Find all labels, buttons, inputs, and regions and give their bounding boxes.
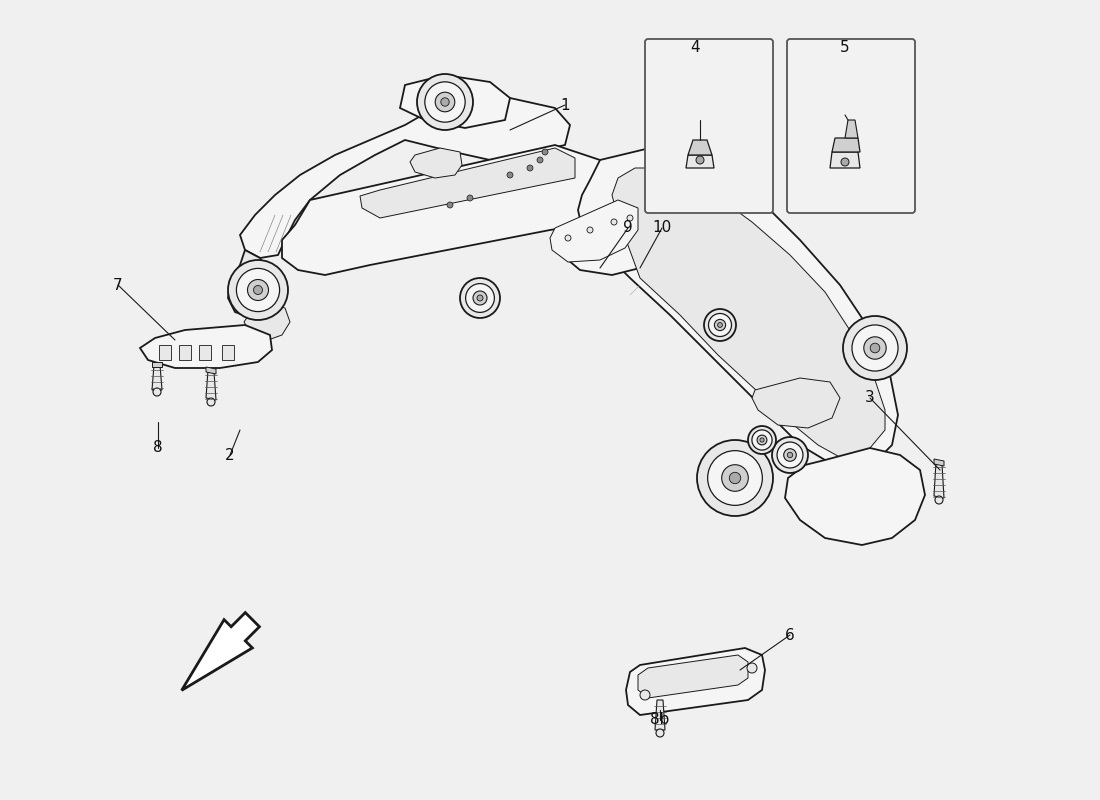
Circle shape [707, 450, 762, 506]
Polygon shape [654, 700, 666, 730]
Text: 7: 7 [113, 278, 123, 293]
Circle shape [852, 325, 898, 371]
Polygon shape [845, 120, 858, 138]
Polygon shape [152, 365, 162, 390]
Circle shape [228, 260, 288, 320]
FancyBboxPatch shape [645, 39, 773, 213]
Circle shape [441, 98, 449, 106]
Text: 5: 5 [840, 41, 850, 55]
Polygon shape [152, 362, 162, 367]
Circle shape [704, 309, 736, 341]
Circle shape [747, 663, 757, 673]
Circle shape [748, 426, 775, 454]
Circle shape [870, 343, 880, 353]
Circle shape [610, 219, 617, 225]
Circle shape [656, 729, 664, 737]
Polygon shape [244, 305, 290, 340]
Circle shape [714, 319, 726, 330]
Polygon shape [400, 75, 510, 128]
Polygon shape [228, 250, 275, 318]
Circle shape [542, 149, 548, 155]
Circle shape [507, 172, 513, 178]
Circle shape [527, 165, 534, 171]
Polygon shape [934, 462, 944, 498]
Polygon shape [182, 613, 260, 690]
Polygon shape [934, 459, 944, 466]
Polygon shape [832, 138, 860, 152]
Circle shape [708, 314, 732, 337]
Text: 9: 9 [623, 221, 632, 235]
Circle shape [722, 465, 748, 491]
Circle shape [842, 158, 849, 166]
Circle shape [436, 92, 454, 112]
Text: 1: 1 [560, 98, 570, 113]
Polygon shape [626, 648, 764, 715]
Polygon shape [206, 367, 216, 374]
Circle shape [760, 438, 764, 442]
Circle shape [417, 74, 473, 130]
Text: 8: 8 [153, 441, 163, 455]
Circle shape [729, 472, 740, 484]
Circle shape [627, 215, 632, 221]
Text: 4: 4 [690, 41, 700, 55]
Circle shape [935, 496, 943, 504]
Polygon shape [360, 148, 575, 218]
Circle shape [248, 279, 268, 301]
Circle shape [473, 291, 487, 305]
Circle shape [477, 295, 483, 301]
Polygon shape [830, 152, 860, 168]
Circle shape [460, 278, 500, 318]
Polygon shape [206, 370, 216, 400]
Polygon shape [578, 148, 898, 468]
Polygon shape [282, 145, 620, 275]
Text: 2: 2 [226, 447, 234, 462]
Circle shape [153, 388, 161, 396]
Polygon shape [558, 200, 666, 275]
Polygon shape [785, 448, 925, 545]
Circle shape [777, 442, 803, 468]
FancyBboxPatch shape [786, 39, 915, 213]
Circle shape [864, 337, 887, 359]
Circle shape [752, 430, 772, 450]
Polygon shape [140, 325, 272, 368]
Polygon shape [160, 345, 170, 360]
Polygon shape [612, 168, 886, 460]
Circle shape [717, 322, 723, 327]
Polygon shape [199, 345, 211, 360]
Polygon shape [688, 140, 712, 155]
Text: 8b: 8b [650, 713, 670, 727]
Circle shape [696, 156, 704, 164]
Circle shape [640, 690, 650, 700]
Circle shape [425, 82, 465, 122]
Circle shape [465, 283, 494, 312]
Text: 6: 6 [785, 627, 795, 642]
Circle shape [236, 268, 279, 312]
Circle shape [757, 435, 767, 445]
Circle shape [697, 440, 773, 516]
Polygon shape [752, 378, 840, 428]
Polygon shape [240, 98, 570, 258]
Circle shape [253, 286, 263, 294]
Polygon shape [222, 345, 234, 360]
Text: 10: 10 [652, 221, 672, 235]
Circle shape [468, 195, 473, 201]
Polygon shape [686, 155, 714, 168]
Circle shape [788, 452, 793, 458]
Circle shape [843, 316, 908, 380]
Circle shape [537, 157, 543, 163]
Polygon shape [410, 148, 462, 178]
Polygon shape [638, 655, 748, 698]
Circle shape [207, 398, 215, 406]
Polygon shape [179, 345, 191, 360]
Text: 3: 3 [865, 390, 874, 406]
Circle shape [587, 227, 593, 233]
Circle shape [783, 449, 796, 462]
Circle shape [447, 202, 453, 208]
Circle shape [772, 437, 808, 473]
Circle shape [565, 235, 571, 241]
Polygon shape [550, 200, 638, 262]
